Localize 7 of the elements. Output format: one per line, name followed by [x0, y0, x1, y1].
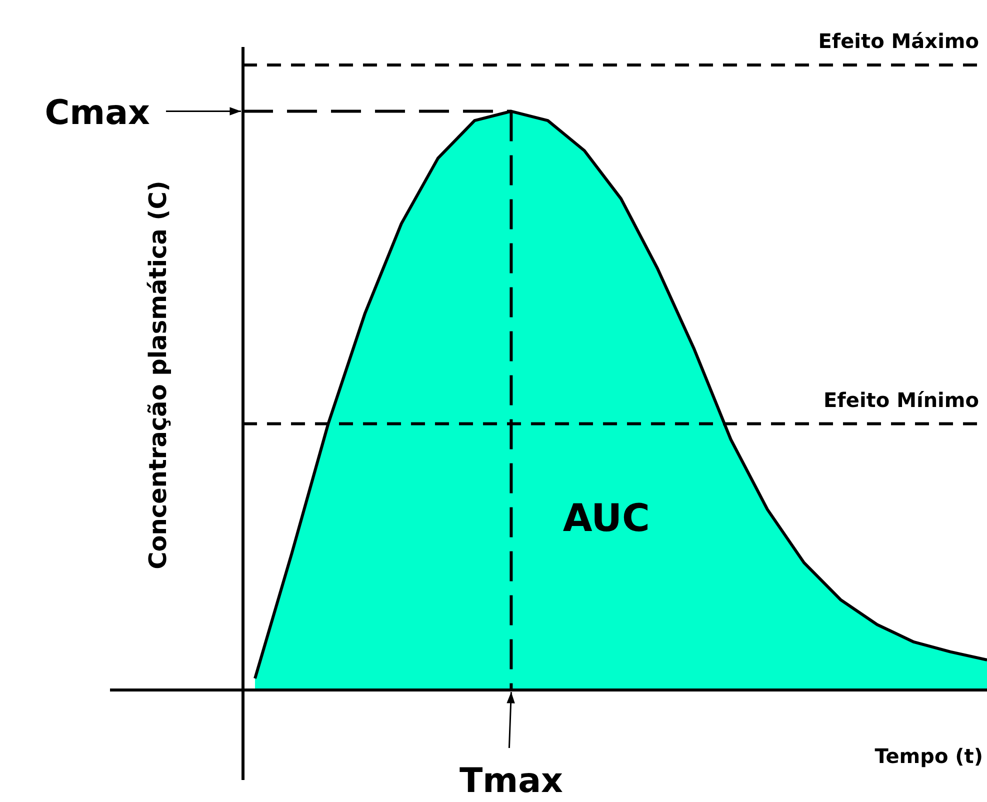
ref-line-label: Efeito Máximo [818, 29, 979, 54]
annotation: AUC [562, 496, 650, 540]
x-axis-title: Tempo (t) [874, 744, 983, 768]
text: Tmax [459, 760, 564, 801]
ref-line-label: Efeito Mínimo [824, 388, 979, 412]
text: Cmax [44, 93, 150, 134]
y-axis-title: Concentração plasmática (C) [144, 180, 172, 570]
